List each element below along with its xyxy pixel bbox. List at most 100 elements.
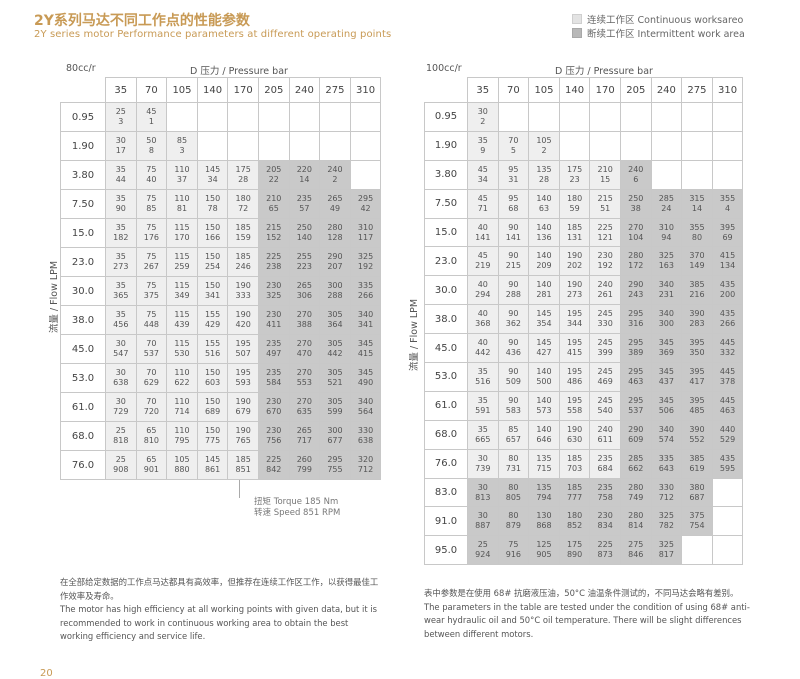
table-cell: 30 729	[105, 392, 137, 422]
cell-speed: 399	[597, 348, 613, 358]
table-cell: 235 758	[589, 477, 621, 508]
table-cell: 175 28	[227, 160, 259, 190]
flow-row-header: 83.0	[424, 477, 468, 508]
cell-speed: 429	[204, 320, 221, 329]
cell-speed: 553	[296, 378, 312, 387]
table-cell	[227, 131, 259, 161]
cell-torque: 340	[658, 424, 674, 434]
note-left: 在全部给定数据的工作点马达都具有高效率，但推荐在连续工作区工作，以获得最佳工作效…	[60, 576, 384, 644]
note-left-en: The motor has high efficiency at all wor…	[60, 604, 377, 641]
table-cell: 210 15	[589, 159, 621, 190]
cell-torque: 445	[719, 338, 736, 348]
cell-torque: 90	[508, 338, 519, 348]
cell-speed: 573	[536, 405, 552, 415]
cell-torque: 150	[204, 223, 221, 232]
cell-speed: 131	[566, 232, 583, 242]
table-cell: 320 712	[349, 450, 382, 480]
pressure-header: 105	[166, 77, 198, 103]
cell-speed: 638	[357, 436, 374, 445]
table-row: 1.90 35 9 70 5 105 2	[424, 130, 744, 161]
cell-speed: 136	[536, 232, 552, 242]
cell-speed: 209	[536, 261, 552, 271]
table-cell: 150 603	[196, 363, 229, 393]
table-cell: 90 288	[497, 275, 530, 306]
cell-torque: 260	[296, 455, 312, 464]
table-cell: 35 365	[105, 276, 137, 306]
flow-row-header: 1.90	[424, 130, 468, 161]
cell-speed: 6	[633, 174, 639, 184]
table-cell: 90 509	[497, 362, 530, 392]
flow-row-header: 3.80	[60, 160, 106, 190]
table-cell	[349, 102, 382, 132]
table-cell: 25 908	[105, 450, 137, 480]
cell-torque: 45	[477, 251, 488, 261]
cell-speed: 529	[719, 434, 736, 444]
cell-speed: 2	[332, 175, 338, 184]
cell-torque: 85	[176, 136, 188, 145]
table-row: 83.0 30 813 80 805 135 794 185 777 235 758 280 749 33…	[424, 477, 744, 508]
table-cell: 195 507	[227, 334, 259, 364]
cell-torque: 445	[719, 366, 736, 376]
cell-torque: 285	[658, 193, 674, 203]
flow-row-header: 91.0	[424, 506, 468, 537]
cell-speed: 176	[143, 233, 160, 242]
cell-torque: 150	[204, 252, 221, 261]
table-cell: 325 192	[349, 247, 382, 277]
table-cell: 45 219	[467, 246, 499, 277]
cell-torque: 250	[296, 223, 312, 232]
flow-row-header: 61.0	[424, 390, 468, 421]
pressure-header: 140	[558, 77, 591, 103]
table-cell: 85 657	[497, 419, 530, 450]
cell-speed: 40	[146, 175, 157, 184]
cell-torque: 90	[508, 395, 519, 405]
table-cell: 285 662	[619, 448, 652, 479]
cell-torque: 75	[146, 310, 157, 319]
table-cell: 220 14	[288, 160, 321, 190]
table-cell: 280 749	[619, 477, 652, 508]
table-row: 0.95 25 3 45 1	[60, 102, 382, 132]
table-cell: 375 754	[681, 506, 713, 537]
table-cell: 355 80	[681, 217, 713, 248]
table-cell: 70 629	[135, 363, 168, 393]
table-cell: 270 104	[619, 217, 652, 248]
cell-torque: 385	[689, 453, 705, 463]
cell-speed: 300	[658, 319, 674, 329]
cell-speed: 916	[505, 550, 522, 560]
cell-torque: 310	[357, 223, 374, 232]
table-cell: 35 665	[467, 419, 499, 450]
table-cell	[558, 130, 591, 161]
table-cell: 395 350	[681, 333, 713, 364]
cell-speed: 90	[115, 204, 126, 213]
cell-torque: 245	[597, 366, 613, 376]
cell-speed: 670	[266, 407, 282, 416]
pressure-header: 70	[497, 77, 530, 103]
cell-torque: 30	[115, 368, 126, 377]
table-cell: 295 316	[619, 304, 652, 335]
table-cell: 180 59	[558, 188, 591, 219]
flow-row-header: 38.0	[60, 305, 106, 335]
table-cell: 290 207	[319, 247, 351, 277]
cell-speed: 852	[566, 521, 583, 531]
cell-speed: 306	[296, 291, 312, 300]
cell-torque: 440	[719, 424, 736, 434]
cell-speed: 662	[628, 463, 644, 473]
cell-speed: 490	[357, 378, 374, 387]
cell-speed: 170	[174, 233, 190, 242]
table-cell	[319, 131, 351, 161]
cell-speed: 470	[296, 349, 312, 358]
table-cell: 295 537	[619, 390, 652, 421]
table-cell	[227, 102, 259, 132]
table-cell: 280 814	[619, 506, 652, 537]
note-right-en: The parameters in the table are tested u…	[424, 601, 750, 639]
cell-torque: 305	[327, 397, 343, 406]
cell-speed: 595	[719, 463, 736, 473]
legend-swatch-continuous	[572, 14, 582, 24]
cell-speed: 388	[296, 320, 312, 329]
cell-torque: 335	[658, 453, 674, 463]
cell-torque: 175	[566, 540, 583, 550]
cell-torque: 435	[719, 280, 736, 290]
flow-row-header: 7.50	[60, 189, 106, 219]
cell-torque: 390	[689, 424, 705, 434]
table-row: 0.95 30 2	[424, 102, 744, 132]
cell-speed: 684	[597, 463, 613, 473]
